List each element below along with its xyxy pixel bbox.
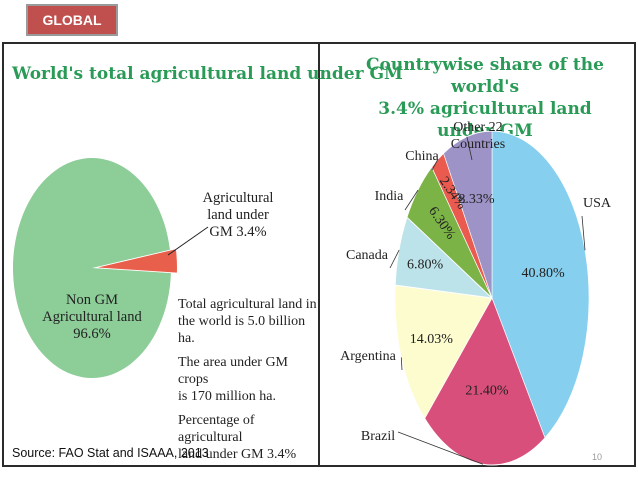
category-label-argentina: Argentina: [340, 349, 397, 364]
pie-slice-gm: [97, 249, 177, 273]
category-label-other: Other 22 Countries: [451, 120, 505, 152]
pie-slice-argentina: [394, 284, 493, 420]
leader-line-india: [404, 189, 419, 211]
global-badge: GLOBAL: [26, 4, 118, 36]
left-notes: Total agricultural land in the world is …: [178, 296, 318, 463]
label-non-gm: Non GM Agricultural land 96.6%: [42, 292, 142, 342]
leader-line-china: [431, 159, 438, 171]
leader-line-gm: [167, 226, 209, 256]
value-label-usa: 40.80%: [522, 266, 566, 281]
value-label-brazil: 21.40%: [465, 383, 509, 398]
source-citation: Source: FAO Stat and ISAAA, 2013: [12, 446, 209, 460]
note-gm-area-line-2: is 170 million ha.: [178, 389, 276, 404]
category-label-brazil: Brazil: [361, 429, 395, 444]
value-label-argentina: 14.03%: [410, 332, 454, 347]
page-number: 10: [592, 452, 603, 462]
category-label-canada: Canada: [346, 248, 389, 263]
note-gm-area-line-1: The area under GM crops: [178, 355, 289, 387]
leader-line-usa: [581, 215, 586, 251]
label-gm: Agricultural land under GM 3.4%: [203, 190, 274, 240]
panel-divider: [318, 42, 320, 467]
pie-slice-other: [443, 130, 493, 300]
left-panel-title: World's total agricultural land under GM: [12, 64, 403, 84]
note-gm-percentage-line-2: land under GM 3.4%: [178, 447, 297, 462]
leader-line-other: [466, 136, 473, 161]
category-label-usa: USA: [583, 196, 612, 211]
right-title-line-1: Countrywise share of the world's: [366, 55, 604, 97]
category-label-india: India: [375, 189, 405, 204]
note-total-land-line-1: Total agricultural land in: [178, 297, 317, 312]
leader-line-canada: [389, 249, 400, 269]
note-total-land-line-2: the world is 5.0 billion ha.: [178, 314, 306, 346]
value-label-canada: 6.80%: [407, 258, 444, 273]
note-gm-area: The area under GM crops is 170 million h…: [178, 354, 318, 405]
leader-line-argentina: [400, 357, 403, 371]
value-label-other: 8.33%: [458, 192, 495, 207]
category-label-china: China: [405, 149, 439, 164]
pie-slice-non-gm: [12, 157, 171, 378]
right-panel-title: Countrywise share of the world's 3.4% ag…: [362, 54, 608, 142]
note-gm-percentage: Percentage of agricultural land under GM…: [178, 412, 318, 463]
leader-line-brazil: [397, 431, 484, 465]
note-total-land: Total agricultural land in the world is …: [178, 296, 318, 347]
note-gm-percentage-line-1: Percentage of agricultural: [178, 413, 255, 445]
world-gm-pie-chart: Non GM Agricultural land 96.6% Agricultural…: [12, 157, 274, 378]
